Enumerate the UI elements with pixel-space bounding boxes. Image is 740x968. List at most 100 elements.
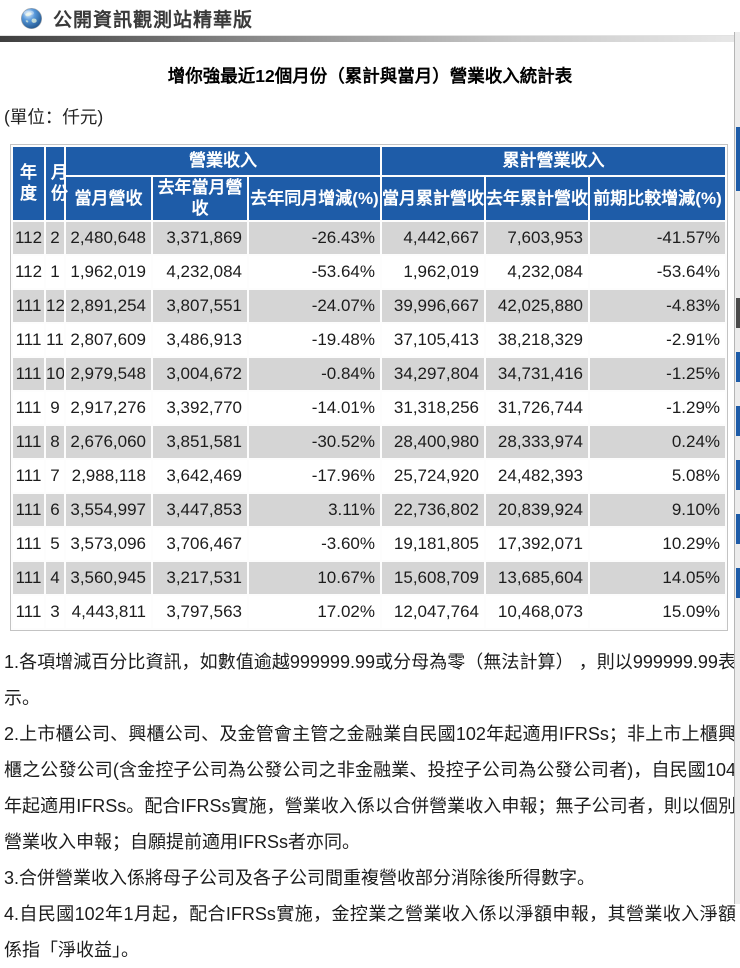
table-row: 111 10 2,979,548 3,004,672 -0.84% 34,297,804 3…	[13, 357, 726, 390]
yoy-change-cell: -0.84%	[249, 357, 381, 390]
footnotes: 1.各項增減百分比資訊，如數值逾越999999.99或分母為零（無法計算） ，則…	[4, 644, 736, 968]
table-row: 111 11 2,807,609 3,486,913 -19.48% 37,105,413…	[13, 323, 726, 356]
month-cell: 12	[46, 289, 64, 322]
table-row: 111 6 3,554,997 3,447,853 3.11% 22,736,802 20,…	[13, 493, 726, 526]
last-year-cumulative-revenue-cell: 38,218,329	[486, 323, 589, 356]
table-row: 111 7 2,988,118 3,642,469 -17.96% 25,724,920 2…	[13, 459, 726, 492]
table-row: 111 9 2,917,276 3,392,770 -14.01% 31,318,256 3…	[13, 391, 726, 424]
yoy-change-cell: 17.02%	[249, 595, 381, 628]
cumulative-revenue-cell: 15,608,709	[382, 561, 485, 594]
month-cell: 3	[46, 595, 64, 628]
last-year-cumulative-revenue-cell: 13,685,604	[486, 561, 589, 594]
last-year-month-revenue-cell: 3,371,869	[153, 221, 247, 254]
last-year-month-revenue-cell: 3,217,531	[153, 561, 247, 594]
month-revenue-cell: 2,676,060	[66, 425, 151, 458]
yoy-change-cell: -26.43%	[249, 221, 381, 254]
last-year-month-revenue-cell: 3,797,563	[153, 595, 247, 628]
month-revenue-cell: 2,917,276	[66, 391, 151, 424]
column-header-month-revenue: 當月營收	[66, 177, 151, 220]
globe-icon	[20, 7, 43, 30]
year-cell: 112	[13, 255, 44, 288]
last-year-cumulative-revenue-cell: 24,482,393	[486, 459, 589, 492]
month-cell: 4	[46, 561, 64, 594]
month-revenue-cell: 3,573,096	[66, 527, 151, 560]
year-cell: 111	[13, 595, 44, 628]
table-row: 112 2 2,480,648 3,371,869 -26.43% 4,442,667 7,…	[13, 221, 726, 254]
year-cell: 111	[13, 323, 44, 356]
cumulative-revenue-cell: 34,297,804	[382, 357, 485, 390]
year-cell: 111	[13, 459, 44, 492]
last-year-cumulative-revenue-cell: 28,333,974	[486, 425, 589, 458]
period-change-cell: 5.08%	[590, 459, 726, 492]
column-header-cumulative-revenue: 當月累計營收	[382, 177, 485, 220]
yoy-change-cell: -14.01%	[249, 391, 381, 424]
period-change-cell: 10.29%	[590, 527, 726, 560]
column-header-last-year-cumulative-revenue: 去年累計營收	[486, 177, 589, 220]
month-cell: 6	[46, 493, 64, 526]
month-cell: 7	[46, 459, 64, 492]
group-header-cumulative-revenue: 累計營業收入	[382, 147, 726, 175]
footnote-4: 4.自民國102年1月起，配合IFRSs實施，金控業之營業收入係以淨額申報，其營…	[4, 903, 736, 960]
year-cell: 111	[13, 425, 44, 458]
year-cell: 111	[13, 289, 44, 322]
month-revenue-cell: 3,554,997	[66, 493, 151, 526]
column-header-year: 年度	[13, 147, 44, 220]
last-year-month-revenue-cell: 3,851,581	[153, 425, 247, 458]
cumulative-revenue-cell: 37,105,413	[382, 323, 485, 356]
period-change-cell: -4.83%	[590, 289, 726, 322]
period-change-cell: -1.29%	[590, 391, 726, 424]
month-cell: 11	[46, 323, 64, 356]
period-change-cell: 15.09%	[590, 595, 726, 628]
last-year-month-revenue-cell: 3,004,672	[153, 357, 247, 390]
footnote-1: 1.各項增減百分比資訊，如數值逾越999999.99或分母為零（無法計算） ，則…	[4, 651, 736, 708]
cumulative-revenue-cell: 19,181,805	[382, 527, 485, 560]
year-cell: 111	[13, 527, 44, 560]
month-revenue-cell: 2,891,254	[66, 289, 151, 322]
cumulative-revenue-cell: 25,724,920	[382, 459, 485, 492]
footnote-2: 2.上市櫃公司、興櫃公司、及金管會主管之金融業自民國102年起適用IFRSs；非…	[4, 723, 736, 852]
footnote-3: 3.合併營業收入係將母子公司及各子公司間重複營收部分消除後所得數字。	[4, 867, 596, 888]
year-cell: 111	[13, 391, 44, 424]
month-revenue-cell: 2,480,648	[66, 221, 151, 254]
column-header-yoy-change: 去年同月增減(%)	[249, 177, 381, 220]
unit-label: (單位：仟元)	[4, 107, 104, 127]
month-revenue-cell: 2,807,609	[66, 323, 151, 356]
yoy-change-cell: -30.52%	[249, 425, 381, 458]
cumulative-revenue-cell: 4,442,667	[382, 221, 485, 254]
month-cell: 10	[46, 357, 64, 390]
year-cell: 111	[13, 357, 44, 390]
table-row: 111 5 3,573,096 3,706,467 -3.60% 19,181,805 17…	[13, 527, 726, 560]
yoy-change-cell: -3.60%	[249, 527, 381, 560]
cumulative-revenue-cell: 28,400,980	[382, 425, 485, 458]
revenue-table: 年度 月份 營業收入 累計營業收入 當月營收 去年當月營收 去年同月增減(%) …	[10, 144, 729, 631]
month-cell: 2	[46, 221, 64, 254]
site-title: 公開資訊觀測站精華版	[53, 10, 254, 31]
period-change-cell: -41.57%	[590, 221, 726, 254]
table-row: 112 1 1,962,019 4,232,084 -53.64% 1,962,019 4,…	[13, 255, 726, 288]
column-header-month: 月份	[46, 147, 68, 220]
last-year-month-revenue-cell: 3,642,469	[153, 459, 247, 492]
period-change-cell: 0.24%	[590, 425, 726, 458]
last-year-month-revenue-cell: 3,706,467	[153, 527, 247, 560]
period-change-cell: -53.64%	[590, 255, 726, 288]
header-divider	[0, 35, 740, 42]
report-title: 增你強最近12個月份（累計與當月）營業收入統計表	[167, 66, 573, 86]
last-year-cumulative-revenue-cell: 34,731,416	[486, 357, 589, 390]
month-cell: 8	[46, 425, 64, 458]
cumulative-revenue-cell: 1,962,019	[382, 255, 485, 288]
month-revenue-cell: 2,979,548	[66, 357, 151, 390]
table-row: 111 4 3,560,945 3,217,531 10.67% 15,608,709 13…	[13, 561, 726, 594]
last-year-month-revenue-cell: 4,232,084	[153, 255, 247, 288]
site-header: 公開資訊觀測站精華版	[0, 0, 740, 34]
month-revenue-cell: 1,962,019	[66, 255, 151, 288]
month-revenue-cell: 2,988,118	[66, 459, 151, 492]
table-row: 111 8 2,676,060 3,851,581 -30.52% 28,400,980 2…	[13, 425, 726, 458]
yoy-change-cell: -17.96%	[249, 459, 381, 492]
last-year-cumulative-revenue-cell: 42,025,880	[486, 289, 589, 322]
yoy-change-cell: 10.67%	[249, 561, 381, 594]
month-revenue-cell: 3,560,945	[66, 561, 151, 594]
table-row: 111 3 4,443,811 3,797,563 17.02% 12,047,764 10…	[13, 595, 726, 628]
month-revenue-cell: 4,443,811	[66, 595, 151, 628]
yoy-change-cell: -19.48%	[249, 323, 381, 356]
